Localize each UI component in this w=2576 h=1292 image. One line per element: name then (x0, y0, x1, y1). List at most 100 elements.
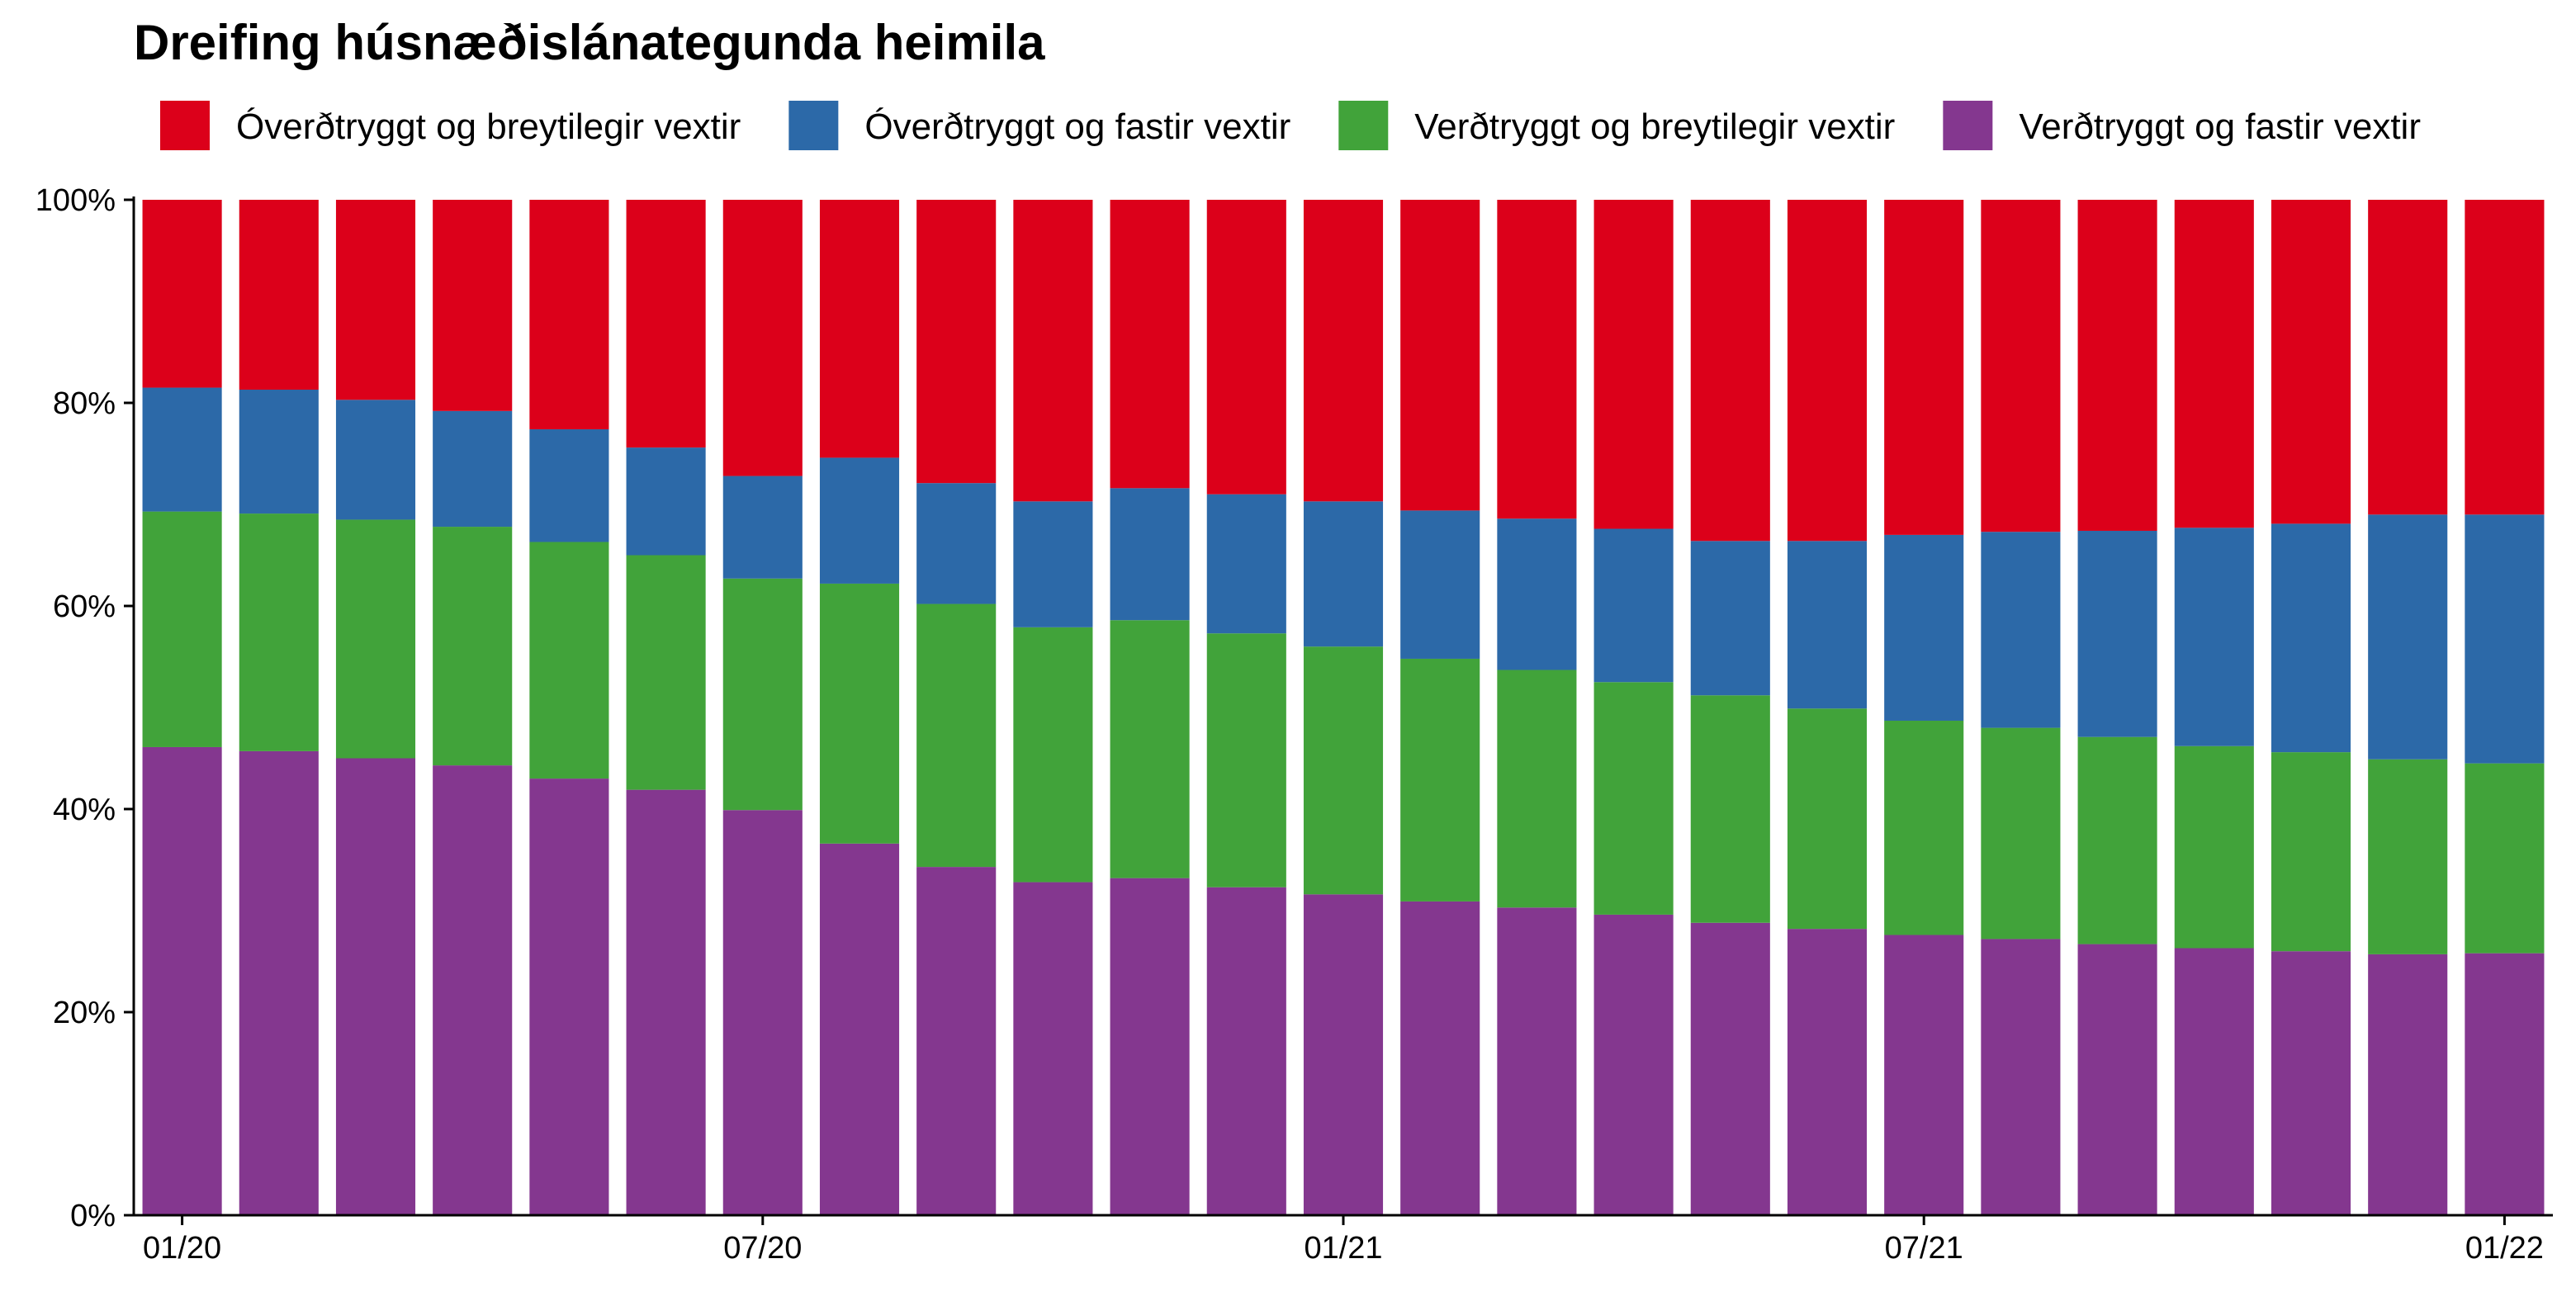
bar-verdtryggt-og-breytilegir-vextir-2021-10 (2174, 745, 2254, 949)
bar-verdtryggt-og-breytilegir-vextir-2020-04 (433, 527, 513, 766)
bar-overdtryggt-og-fastir-vextir-2020-09 (916, 483, 997, 604)
y-tick-label: 40% (53, 793, 116, 827)
legend-label: Verðtryggt og breytilegir vextir (1414, 106, 1895, 147)
legend-swatch (788, 101, 839, 150)
y-tick-label: 60% (53, 589, 116, 624)
bar-verdtryggt-og-fastir-vextir-2020-01 (142, 746, 222, 1215)
bar-verdtryggt-og-fastir-vextir-2021-10 (2174, 948, 2254, 1215)
bar-overdtryggt-og-fastir-vextir-2021-06 (1787, 541, 1868, 709)
bar-overdtryggt-og-breytilegir-vextir-2021-10 (2174, 200, 2254, 528)
bar-overdtryggt-og-fastir-vextir-2020-12 (1206, 494, 1286, 634)
y-tick-label: 100% (36, 183, 116, 218)
bar-overdtryggt-og-breytilegir-vextir-2020-01 (142, 200, 222, 388)
bar-overdtryggt-og-breytilegir-vextir-2021-07 (1884, 200, 1964, 535)
x-tick-label: 07/20 (723, 1231, 802, 1266)
bar-overdtryggt-og-fastir-vextir-2020-01 (142, 387, 222, 512)
y-axis: 0% 20% 40% 60% 80% 100% (36, 183, 135, 1233)
legend-item-overdtryggt-og-breytilegir-vextir: Óverðtryggt og breytilegir vextir (160, 101, 741, 150)
bar-verdtryggt-og-breytilegir-vextir-2020-09 (916, 603, 997, 868)
bar-verdtryggt-og-fastir-vextir-2021-06 (1787, 929, 1868, 1215)
legend-item-verdtryggt-og-breytilegir-vextir: Verðtryggt og breytilegir vextir (1338, 101, 1895, 150)
bar-overdtryggt-og-fastir-vextir-2020-06 (626, 447, 706, 556)
bar-overdtryggt-og-fastir-vextir-2020-11 (1110, 488, 1190, 621)
bar-overdtryggt-og-breytilegir-vextir-2020-06 (626, 200, 706, 448)
y-tick-label: 0% (70, 1199, 116, 1233)
bar-overdtryggt-og-fastir-vextir-2020-04 (433, 410, 513, 528)
bar-verdtryggt-og-breytilegir-vextir-2021-02 (1400, 658, 1480, 902)
bar-overdtryggt-og-breytilegir-vextir-2022-01 (2465, 200, 2545, 515)
bar-verdtryggt-og-breytilegir-vextir-2020-11 (1110, 620, 1190, 878)
x-tick-label: 01/21 (1304, 1231, 1382, 1266)
bar-overdtryggt-og-fastir-vextir-2020-02 (239, 390, 319, 514)
bar-verdtryggt-og-breytilegir-vextir-2020-06 (626, 555, 706, 790)
bar-verdtryggt-og-breytilegir-vextir-2021-05 (1690, 695, 1770, 923)
legend-item-overdtryggt-og-fastir-vextir: Óverðtryggt og fastir vextir (788, 101, 1290, 150)
bar-verdtryggt-og-fastir-vextir-2020-07 (722, 810, 803, 1215)
legend: Óverðtryggt og breytilegir vextir Óverðtr… (160, 101, 2421, 150)
bar-overdtryggt-og-breytilegir-vextir-2020-09 (916, 200, 997, 484)
bar-overdtryggt-og-fastir-vextir-2020-05 (529, 428, 609, 542)
bar-verdtryggt-og-fastir-vextir-2021-12 (2368, 954, 2448, 1215)
bar-verdtryggt-og-breytilegir-vextir-2021-08 (1981, 727, 2061, 939)
bar-verdtryggt-og-fastir-vextir-2021-04 (1593, 914, 1674, 1215)
bar-verdtryggt-og-fastir-vextir-2020-09 (916, 867, 997, 1215)
bar-verdtryggt-og-breytilegir-vextir-2020-01 (142, 511, 222, 747)
bar-overdtryggt-og-breytilegir-vextir-2020-07 (722, 200, 803, 476)
bar-overdtryggt-og-fastir-vextir-2021-02 (1400, 510, 1480, 659)
bar-overdtryggt-og-breytilegir-vextir-2020-03 (335, 200, 416, 400)
bar-verdtryggt-og-breytilegir-vextir-2020-12 (1206, 633, 1286, 887)
bar-overdtryggt-og-breytilegir-vextir-2020-12 (1206, 200, 1286, 495)
bar-overdtryggt-og-fastir-vextir-2020-08 (819, 457, 900, 584)
bar-overdtryggt-og-fastir-vextir-2021-10 (2174, 528, 2254, 746)
bar-overdtryggt-og-breytilegir-vextir-2021-03 (1497, 200, 1577, 519)
bar-overdtryggt-og-fastir-vextir-2021-03 (1497, 518, 1577, 670)
bars (142, 200, 2545, 1215)
bar-verdtryggt-og-fastir-vextir-2021-05 (1690, 922, 1770, 1215)
bar-verdtryggt-og-fastir-vextir-2020-02 (239, 750, 319, 1215)
y-tick-label: 20% (53, 996, 116, 1030)
bar-verdtryggt-og-fastir-vextir-2021-08 (1981, 939, 2061, 1215)
bar-overdtryggt-og-breytilegir-vextir-2021-01 (1303, 200, 1384, 502)
bar-overdtryggt-og-fastir-vextir-2021-04 (1593, 528, 1674, 683)
bar-verdtryggt-og-fastir-vextir-2022-01 (2465, 953, 2545, 1215)
bar-verdtryggt-og-breytilegir-vextir-2021-09 (2077, 736, 2157, 944)
bar-verdtryggt-og-breytilegir-vextir-2020-08 (819, 583, 900, 844)
bar-overdtryggt-og-fastir-vextir-2021-08 (1981, 532, 2061, 728)
bar-overdtryggt-og-fastir-vextir-2021-05 (1690, 541, 1770, 696)
x-tick-label: 01/22 (2465, 1231, 2544, 1266)
bar-verdtryggt-og-breytilegir-vextir-2020-03 (335, 519, 416, 759)
bar-verdtryggt-og-fastir-vextir-2021-03 (1497, 907, 1577, 1215)
bar-verdtryggt-og-breytilegir-vextir-2021-04 (1593, 682, 1674, 915)
bar-overdtryggt-og-fastir-vextir-2022-01 (2465, 514, 2545, 764)
bar-verdtryggt-og-fastir-vextir-2020-05 (529, 779, 609, 1215)
bar-overdtryggt-og-breytilegir-vextir-2020-04 (433, 200, 513, 411)
x-axis: 01/20 07/20 01/21 07/21 01/22 (134, 1214, 2553, 1266)
bar-verdtryggt-og-breytilegir-vextir-2020-07 (722, 578, 803, 811)
y-tick-label: 80% (53, 386, 116, 421)
bar-overdtryggt-og-fastir-vextir-2020-10 (1013, 501, 1093, 627)
bar-verdtryggt-og-breytilegir-vextir-2022-01 (2465, 763, 2545, 954)
bar-overdtryggt-og-fastir-vextir-2021-01 (1303, 501, 1384, 647)
bar-verdtryggt-og-fastir-vextir-2020-10 (1013, 882, 1093, 1215)
bar-overdtryggt-og-fastir-vextir-2021-07 (1884, 534, 1964, 721)
bar-overdtryggt-og-breytilegir-vextir-2020-08 (819, 200, 900, 458)
bar-verdtryggt-og-fastir-vextir-2021-11 (2271, 951, 2351, 1215)
bar-overdtryggt-og-breytilegir-vextir-2021-09 (2077, 200, 2157, 531)
bar-verdtryggt-og-fastir-vextir-2020-04 (433, 765, 513, 1215)
legend-item-verdtryggt-og-fastir-vextir: Verðtryggt og fastir vextir (1943, 101, 2421, 150)
chart-title: Dreifing húsnæðislánategunda heimila (134, 15, 1045, 70)
bar-overdtryggt-og-fastir-vextir-2021-11 (2271, 523, 2351, 753)
bar-verdtryggt-og-breytilegir-vextir-2020-05 (529, 542, 609, 779)
bar-overdtryggt-og-fastir-vextir-2020-03 (335, 400, 416, 520)
bar-verdtryggt-og-fastir-vextir-2020-12 (1206, 887, 1286, 1215)
bar-overdtryggt-og-fastir-vextir-2020-07 (722, 476, 803, 579)
bar-overdtryggt-og-breytilegir-vextir-2020-10 (1013, 200, 1093, 502)
bar-overdtryggt-og-breytilegir-vextir-2020-05 (529, 200, 609, 429)
bar-overdtryggt-og-breytilegir-vextir-2020-11 (1110, 200, 1190, 489)
x-tick-label: 01/20 (143, 1231, 221, 1266)
bar-verdtryggt-og-breytilegir-vextir-2021-12 (2368, 759, 2448, 954)
bar-verdtryggt-og-breytilegir-vextir-2020-02 (239, 513, 319, 751)
legend-swatch (1338, 101, 1389, 150)
bar-verdtryggt-og-breytilegir-vextir-2021-11 (2271, 752, 2351, 952)
